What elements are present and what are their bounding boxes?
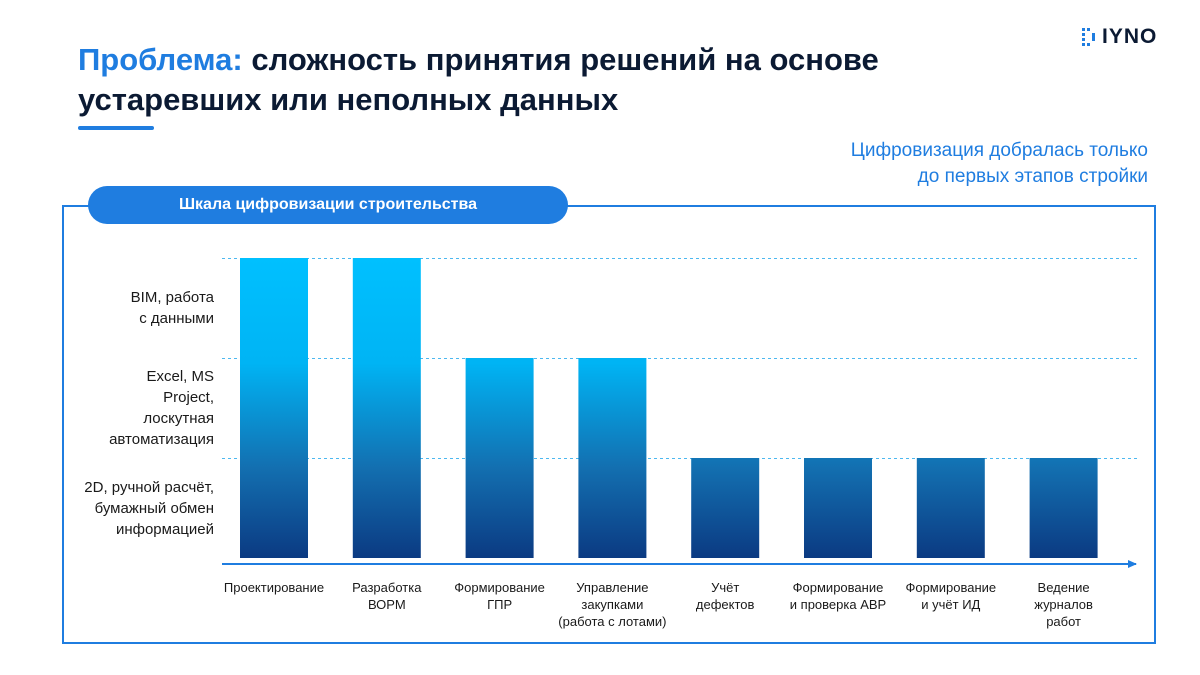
x-tick-label: Формирование и учёт ИД (905, 580, 997, 612)
x-tick-label: Учёт дефектов (695, 580, 755, 612)
y-level-label: BIM, работа с данными (130, 289, 214, 327)
logo-text: IYNO (1102, 25, 1158, 48)
bar-2 (352, 258, 421, 558)
bar-7 (916, 458, 985, 558)
chart-frame (62, 205, 1156, 644)
slide-title: Проблема: сложность принятия решений на … (78, 40, 978, 120)
title-underline (78, 126, 154, 130)
x-tick-label: Управление закупками (работа с лотами) (558, 580, 667, 629)
brand-logo: IYNO (1082, 26, 1157, 48)
callout-line-1: Цифровизация добралась только (850, 140, 1148, 161)
bar-5 (691, 458, 760, 558)
x-tick-label: Разработка ВОРМ (352, 580, 422, 612)
callout-line-2: до первых этапов стройки (917, 166, 1148, 187)
x-tick-label: Ведение журналов работ (1034, 580, 1093, 629)
y-level-label: Excel, MS Project, лоскутная автоматизац… (109, 368, 214, 448)
callout-note: Цифровизация добралась только до первых … (728, 138, 1148, 190)
bar-8 (1029, 458, 1098, 558)
y-level-label: 2D, ручной расчёт, бумажный обмен информ… (84, 478, 214, 538)
title-accent: Проблема: (78, 42, 243, 77)
dotted-bracket-icon (1082, 28, 1095, 46)
bar-6 (804, 458, 872, 558)
x-tick-label: Формирование и проверка АВР (789, 580, 887, 612)
chart-title-pill: Шкала цифровизации строительства (88, 186, 568, 224)
bar-1 (240, 258, 308, 558)
x-tick-label: Проектирование (223, 580, 325, 595)
bar-3 (465, 358, 534, 558)
x-tick-label: Формирование ГПР (454, 580, 545, 612)
title-rest: сложность принятия решений на основе уст… (78, 42, 879, 117)
bar-4 (578, 358, 647, 558)
